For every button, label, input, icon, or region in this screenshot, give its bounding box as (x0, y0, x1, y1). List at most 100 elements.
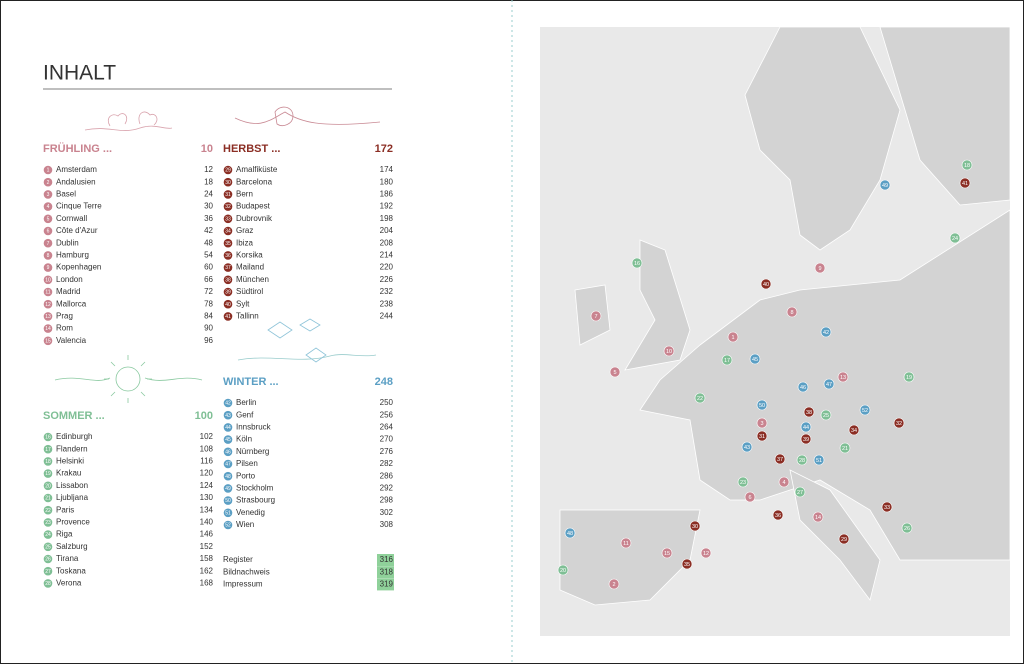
entry-badge (43, 530, 53, 539)
entry-badge (43, 251, 53, 260)
entry-page: 12 (204, 165, 213, 174)
entry-badge (43, 214, 53, 224)
entry-number: 43 (225, 413, 231, 419)
entry-badge (223, 410, 233, 420)
entry-badge (43, 177, 53, 187)
entry-name: Innsbruck (236, 423, 272, 432)
map-marker-number: 47 (826, 382, 832, 388)
entry-name: Stockholm (236, 484, 274, 493)
map-marker (959, 177, 971, 189)
entry-badge (43, 287, 53, 297)
map-marker (796, 454, 808, 466)
entry-name: Budapest (236, 202, 271, 211)
entry-badge (223, 496, 233, 505)
entry-page: 54 (204, 251, 213, 260)
map-marker (741, 441, 753, 453)
map-marker-number: 38 (806, 410, 812, 416)
entry-page: 270 (380, 435, 394, 444)
entry-page: 48 (204, 238, 213, 247)
map-marker (744, 491, 756, 503)
section-heading: WINTER ... (223, 376, 279, 388)
entry-badge (43, 226, 53, 236)
entry-number: 44 (225, 425, 231, 431)
map-marker (901, 522, 913, 534)
entry-page: 60 (204, 263, 213, 272)
map (540, 26, 1011, 636)
entry-badge (43, 165, 53, 175)
entry-page: 162 (200, 566, 214, 575)
map-marker (794, 486, 806, 498)
map-marker (721, 354, 733, 366)
entry-name: Prag (56, 312, 73, 321)
entry-page: 140 (200, 518, 214, 527)
map-marker-number: 10 (666, 349, 672, 355)
entry-name: Pilsen (236, 459, 258, 468)
map-marker (700, 547, 712, 559)
entry-number: 20 (45, 483, 51, 489)
map-marker (756, 399, 768, 411)
entry-name: Andalusien (56, 177, 96, 186)
page-highlight (377, 566, 394, 579)
entry-name: Dublin (56, 238, 79, 247)
entry-page: 308 (380, 520, 394, 529)
map-marker-number: 6 (748, 495, 751, 501)
entry-number: 37 (225, 265, 231, 271)
entry-name: München (236, 275, 269, 284)
entry-name: Edinburgh (56, 432, 92, 441)
entry-page: 264 (380, 423, 394, 432)
entry-badge (223, 398, 233, 408)
entry-number: 45 (225, 437, 231, 443)
entry-number: 41 (225, 314, 231, 320)
entry-name: Amsterdam (56, 165, 97, 174)
map-marker (756, 417, 768, 429)
map-marker-number: 37 (777, 457, 783, 463)
extra-page: 319 (380, 580, 394, 589)
map-marker (813, 454, 825, 466)
entry-page: 282 (380, 459, 394, 468)
map-marker-number: 21 (842, 446, 848, 452)
map-marker-number: 43 (744, 445, 750, 451)
entry-page: 120 (200, 469, 214, 478)
map-marker-number: 42 (823, 330, 829, 336)
entry-page: 250 (380, 398, 394, 407)
entry-name: Hamburg (56, 251, 89, 260)
entry-name: Mailand (236, 263, 264, 272)
entry-badge (43, 554, 53, 564)
entry-badge (43, 481, 53, 491)
entry-name: Toskana (56, 566, 86, 575)
entry-page: 108 (200, 444, 214, 453)
extra-name: Impressum (223, 580, 263, 589)
entry-badge (223, 435, 233, 444)
entry-number: 12 (45, 302, 51, 308)
entry-number: 33 (225, 216, 231, 222)
entry-page: 214 (380, 251, 394, 260)
entry-number: 50 (225, 498, 231, 504)
entry-page: 204 (380, 226, 394, 235)
map-marker-number: 32 (896, 421, 902, 427)
map-marker (694, 392, 706, 404)
entry-number: 2 (47, 180, 50, 186)
map-marker (859, 404, 871, 416)
map-marker (837, 371, 849, 383)
map-marker-number: 2 (612, 582, 615, 588)
map-marker-number: 34 (851, 428, 857, 434)
map-marker-number: 13 (840, 375, 846, 381)
entry-badge (43, 324, 53, 333)
extra-name: Bildnachweis (223, 567, 270, 576)
map-marker (812, 511, 824, 523)
entry-page: 208 (380, 238, 394, 247)
decorations (54, 106, 381, 403)
map-marker-number: 30 (692, 524, 698, 530)
entry-badge (223, 423, 233, 432)
entry-page: 72 (204, 287, 213, 296)
entry-name: Korsika (236, 251, 263, 260)
entry-badge (43, 566, 53, 576)
land-italy (789, 469, 881, 601)
map-marker (663, 345, 675, 357)
entry-name: Barcelona (236, 177, 273, 186)
section-page: 10 (201, 143, 213, 155)
extra-page: 316 (380, 555, 394, 564)
map-marker (838, 533, 850, 545)
entry-page: 198 (380, 214, 394, 223)
